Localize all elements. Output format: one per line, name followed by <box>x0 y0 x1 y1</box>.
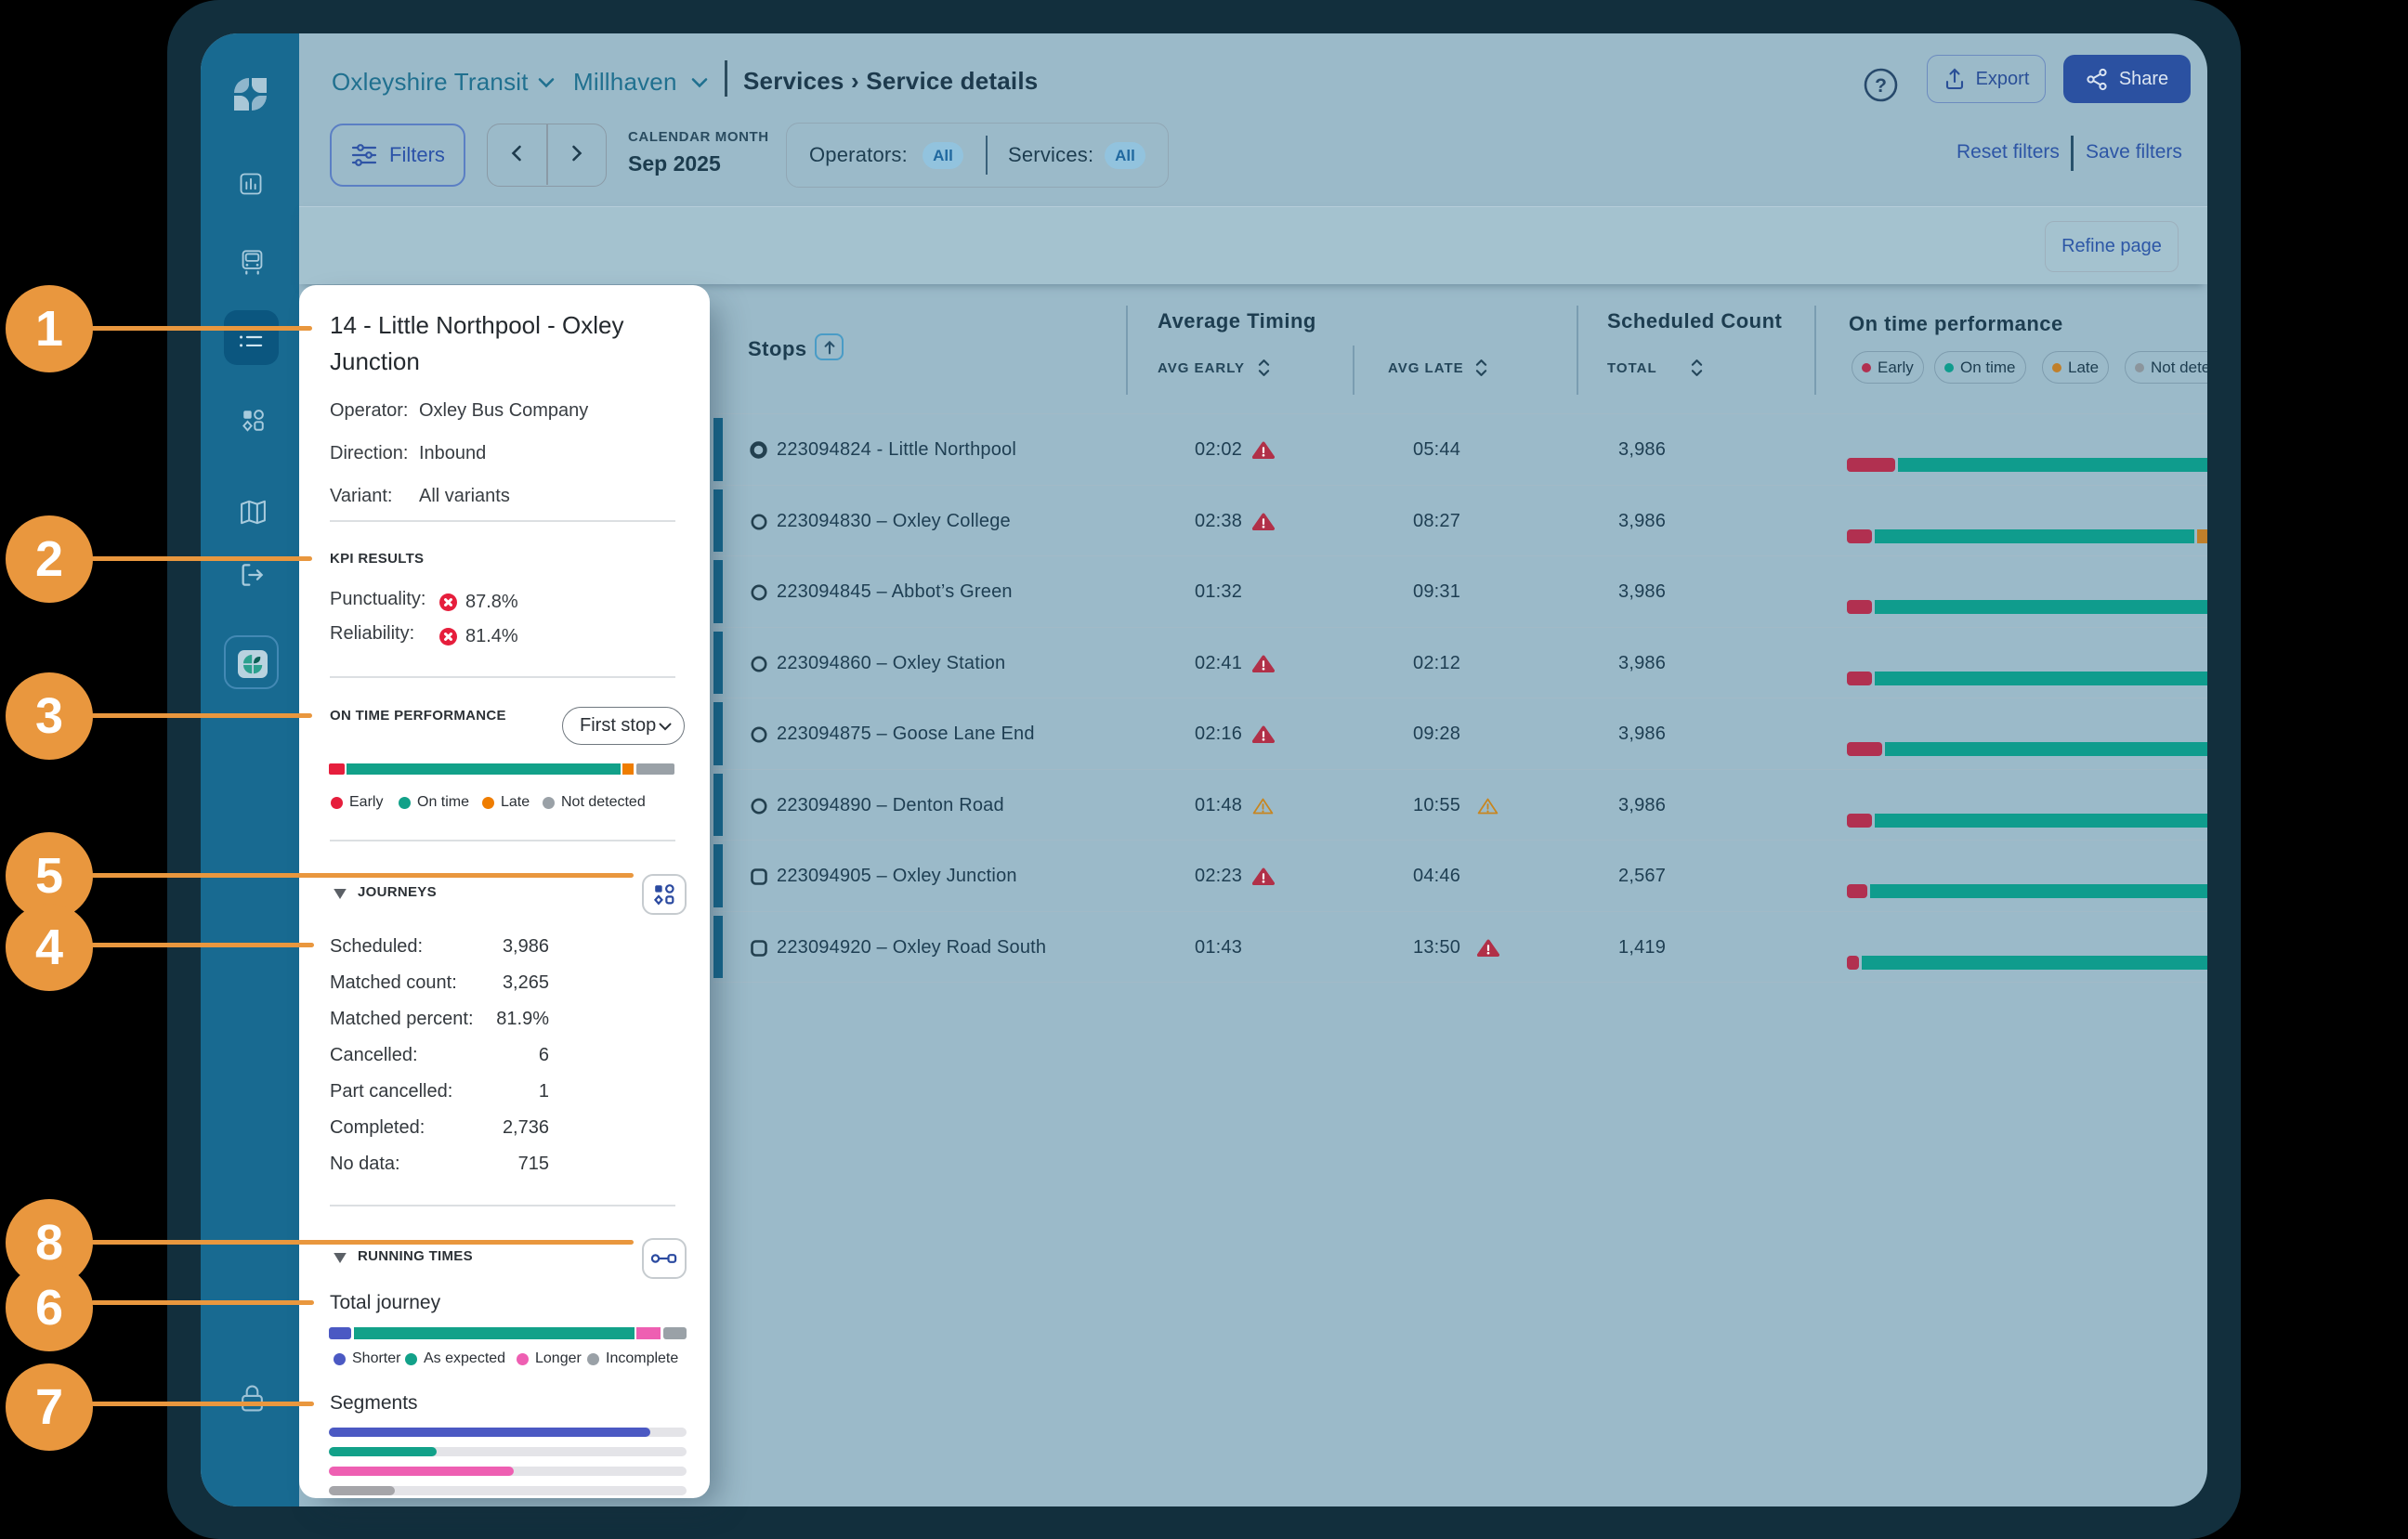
svg-text:?: ? <box>1875 75 1887 97</box>
